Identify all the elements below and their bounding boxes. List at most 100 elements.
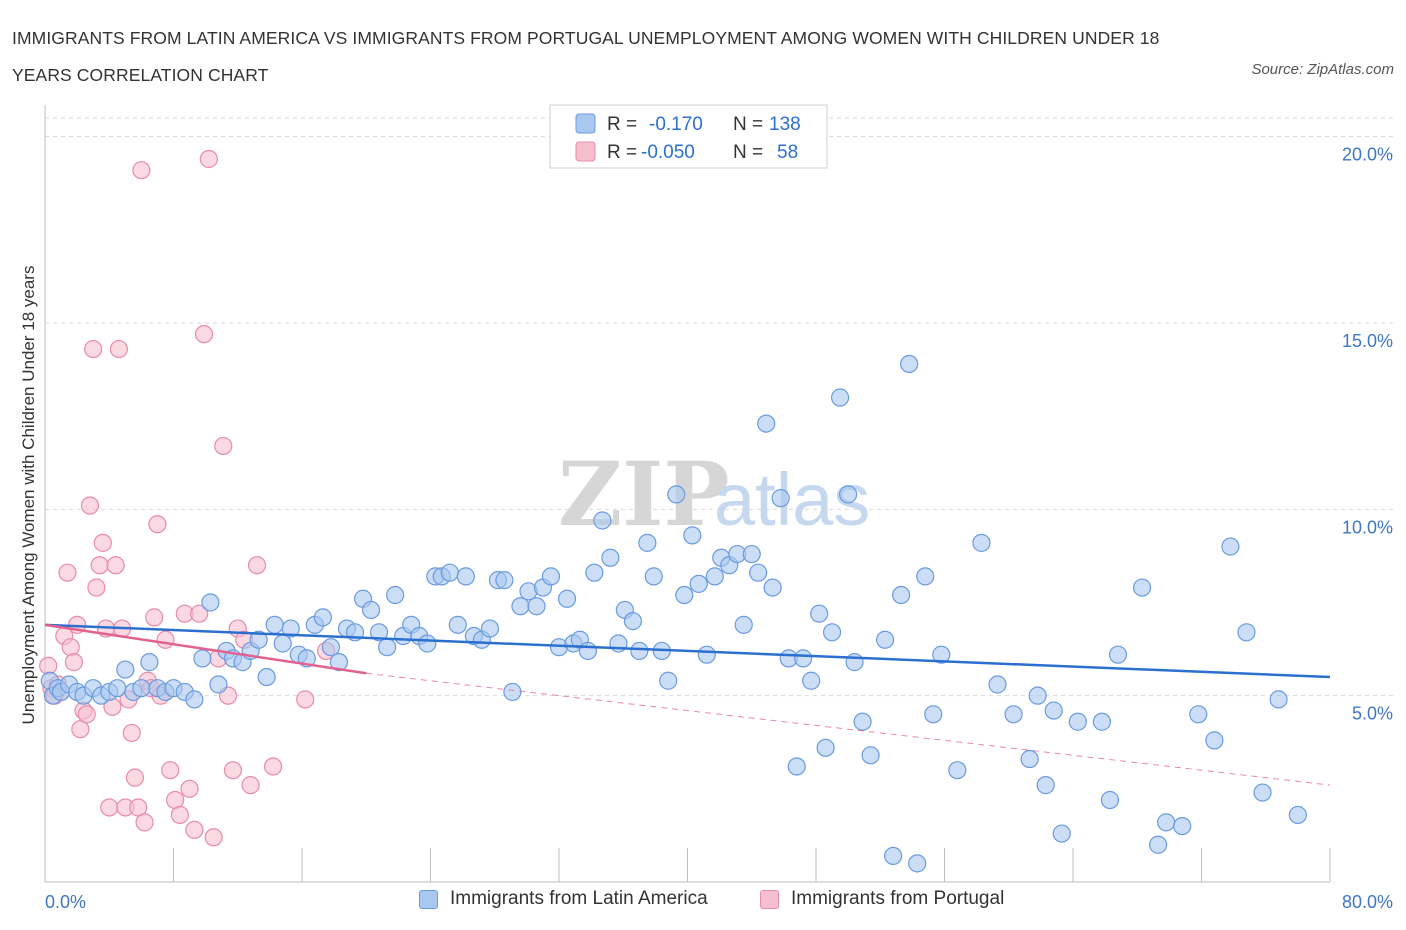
latin-america-point	[794, 649, 813, 668]
trend-lines	[44, 623, 1331, 786]
latin-america-point	[1149, 835, 1168, 854]
zipatlas-watermark: ZIP atlas	[558, 442, 870, 546]
latin-america-point	[1044, 701, 1063, 720]
latin-america-point	[892, 585, 911, 605]
latin-america-point	[273, 634, 292, 653]
latin-america-point	[1004, 705, 1023, 724]
latin-america-point	[875, 630, 895, 649]
portugal-point	[194, 325, 214, 344]
latin-america-point	[988, 675, 1007, 694]
latin-america-point	[839, 485, 858, 504]
portugal-point	[145, 608, 164, 627]
portugal-trend-line	[44, 623, 367, 675]
portugal-point	[125, 768, 145, 787]
latin-america-point	[667, 485, 686, 504]
portugal-point	[223, 761, 243, 780]
portugal-point	[170, 805, 190, 825]
latin-america-point	[116, 660, 135, 679]
latin-america-point	[257, 667, 276, 687]
portugal-point	[64, 653, 84, 672]
latin-america-point	[1189, 705, 1208, 724]
latin-america-point	[265, 615, 284, 634]
portugal-point	[77, 705, 96, 724]
portugal-point	[263, 757, 283, 776]
portugal-point	[247, 556, 267, 575]
latin-america-point	[585, 563, 604, 582]
correlation-legend: R = -0.170 N = 138 R = -0.050 N = 58	[549, 104, 828, 169]
latin-america-point	[209, 675, 228, 694]
latin-america-point	[140, 653, 159, 672]
latin-america-point	[883, 846, 903, 866]
latin-america-point	[1068, 712, 1087, 731]
portugal-point	[241, 776, 260, 795]
latin-america-point	[742, 544, 761, 564]
latin-america-point	[1221, 537, 1240, 556]
latin-america-point	[623, 612, 642, 631]
latin-america-point	[1205, 731, 1224, 750]
latin-america-point	[1108, 645, 1128, 664]
portugal-point	[148, 515, 167, 534]
latin-america-point	[557, 589, 577, 608]
legend-swatch-latin-america	[575, 113, 596, 134]
latin-america-point	[644, 567, 663, 586]
latin-america-point	[456, 567, 475, 586]
portugal-point	[106, 556, 125, 575]
y-tick-label: 10.0%	[1342, 517, 1393, 537]
legend-label-latin-america: Immigrants from Latin America	[450, 888, 708, 909]
latin-america-point	[1036, 776, 1055, 795]
latin-america-point	[972, 533, 991, 552]
latin-america-point	[480, 619, 500, 638]
latin-america-point	[749, 563, 768, 582]
latin-america-point	[787, 757, 806, 776]
latin-america-point	[321, 638, 341, 657]
latin-america-point	[329, 653, 349, 672]
latin-america-point	[916, 567, 935, 586]
legend-r-value-latin-america: -0.170	[649, 114, 703, 135]
latin-america-point	[932, 645, 951, 664]
latin-america-point	[418, 634, 437, 653]
legend-r-value-portugal: -0.050	[641, 142, 695, 163]
latin-america-point	[601, 548, 620, 567]
portugal-point	[135, 813, 154, 832]
portugal-point	[296, 690, 315, 709]
latin-america-point	[689, 574, 708, 593]
y-tick-label: 15.0%	[1342, 331, 1393, 351]
portugal-point	[61, 638, 80, 657]
latin-america-point	[448, 615, 467, 634]
portugal-point	[87, 578, 106, 597]
legend-r-label: R =	[607, 114, 637, 135]
legend-n-label: N =	[733, 142, 763, 163]
x-tick-label-min: 0.0%	[45, 892, 86, 912]
latin-america-point	[757, 414, 776, 433]
latin-america-point	[1100, 790, 1120, 810]
latin-america-point	[503, 682, 522, 702]
latin-america-point	[802, 671, 821, 690]
portugal-point	[204, 828, 223, 847]
latin-america-point	[1028, 686, 1047, 705]
latin-america-point	[386, 585, 405, 605]
latin-america-point	[810, 604, 829, 623]
portugal-point	[80, 496, 100, 515]
latin-america-point	[511, 597, 530, 616]
latin-america-point	[763, 578, 782, 597]
latin-america-point	[948, 761, 967, 780]
legend-r-label: R =	[607, 142, 637, 163]
legend-item-latin-america: Immigrants from Latin America	[419, 888, 708, 910]
latin-america-point	[281, 619, 300, 638]
latin-america-point	[1288, 805, 1307, 825]
latin-america-point	[440, 563, 459, 582]
portugal-point	[109, 339, 128, 359]
latin-america-point	[822, 623, 842, 642]
chart-title: IMMIGRANTS FROM LATIN AMERICA VS IMMIGRA…	[12, 28, 1160, 85]
latin-america-point	[370, 623, 389, 642]
axes	[44, 105, 1331, 883]
portugal-point	[156, 630, 175, 649]
latin-america-point	[771, 489, 790, 508]
watermark-zip: ZIP	[558, 442, 730, 546]
latin-america-point	[1253, 783, 1272, 802]
portugal-point	[122, 723, 141, 743]
latin-america-point	[845, 653, 864, 672]
legend-n-value-latin-america: 138	[769, 114, 801, 135]
latin-america-point	[900, 354, 919, 374]
legend-swatch-latin-america	[419, 889, 438, 909]
